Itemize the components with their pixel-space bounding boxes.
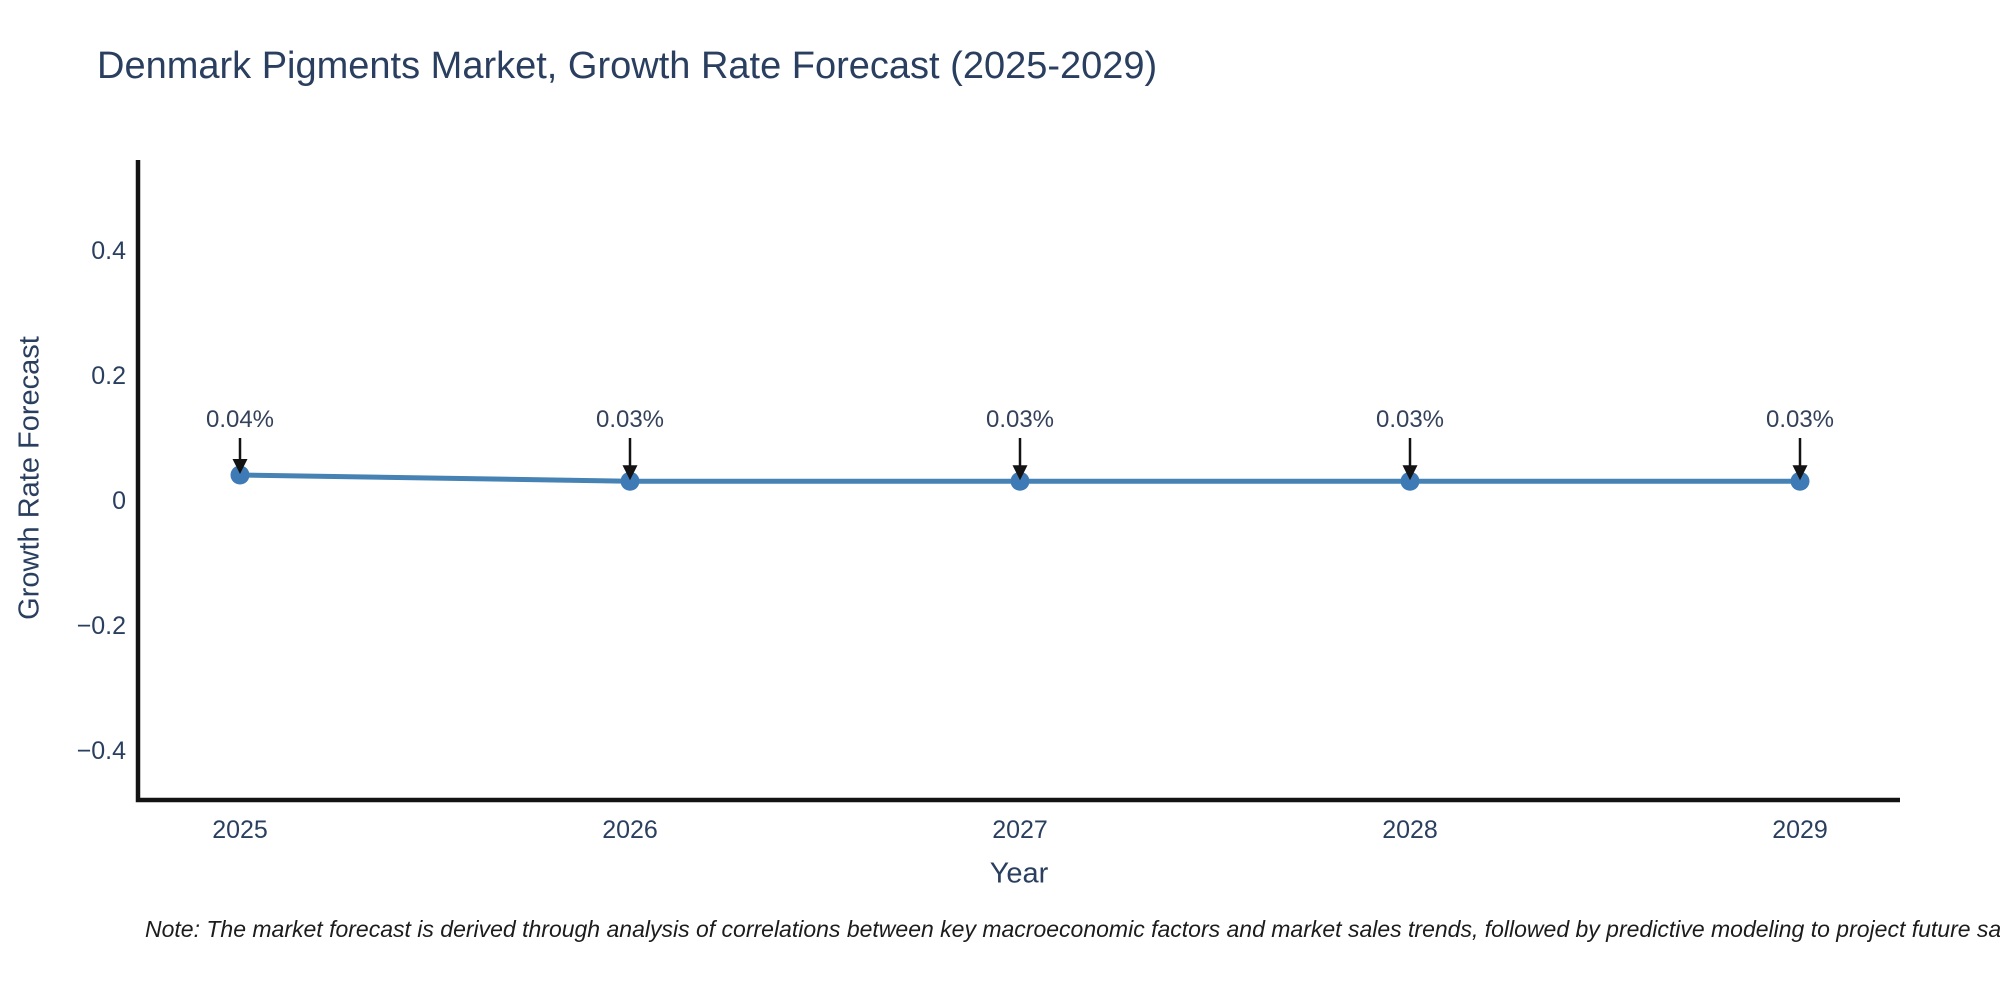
data-point-marker — [620, 471, 640, 491]
annotation-arrowhead — [1012, 465, 1028, 481]
data-point-label: 0.03% — [596, 406, 664, 433]
data-point-marker — [1790, 471, 1810, 491]
y-tick-label: 0 — [112, 487, 126, 515]
chart-title: Denmark Pigments Market, Growth Rate For… — [97, 45, 1158, 87]
data-point-marker — [1400, 471, 1420, 491]
y-tick-label: −0.4 — [77, 737, 126, 765]
x-tick-label: 2026 — [602, 816, 658, 844]
annotation-arrowhead — [1402, 465, 1418, 481]
data-point-marker — [230, 465, 250, 485]
y-tick-label: −0.2 — [77, 612, 126, 640]
annotation-arrowhead — [622, 465, 638, 481]
data-point-marker — [1010, 471, 1030, 491]
x-tick-label: 2029 — [1772, 816, 1828, 844]
data-point-label: 0.03% — [1376, 406, 1444, 433]
annotation-arrowhead — [232, 459, 248, 474]
axis-lines — [135, 160, 1900, 803]
y-tick-label: 0.4 — [91, 237, 126, 265]
data-point-label: 0.03% — [986, 406, 1054, 433]
data-point-label: 0.04% — [206, 406, 274, 433]
annotation-arrowhead — [1792, 465, 1808, 481]
x-tick-label: 2028 — [1382, 816, 1438, 844]
y-tick-label: 0.2 — [91, 362, 126, 390]
footnote: Note: The market forecast is derived thr… — [145, 916, 2000, 942]
data-point-label: 0.03% — [1766, 406, 1834, 433]
x-tick-label: 2025 — [212, 816, 268, 844]
x-axis-title: Year — [989, 857, 1049, 890]
x-tick-label: 2027 — [992, 816, 1048, 844]
